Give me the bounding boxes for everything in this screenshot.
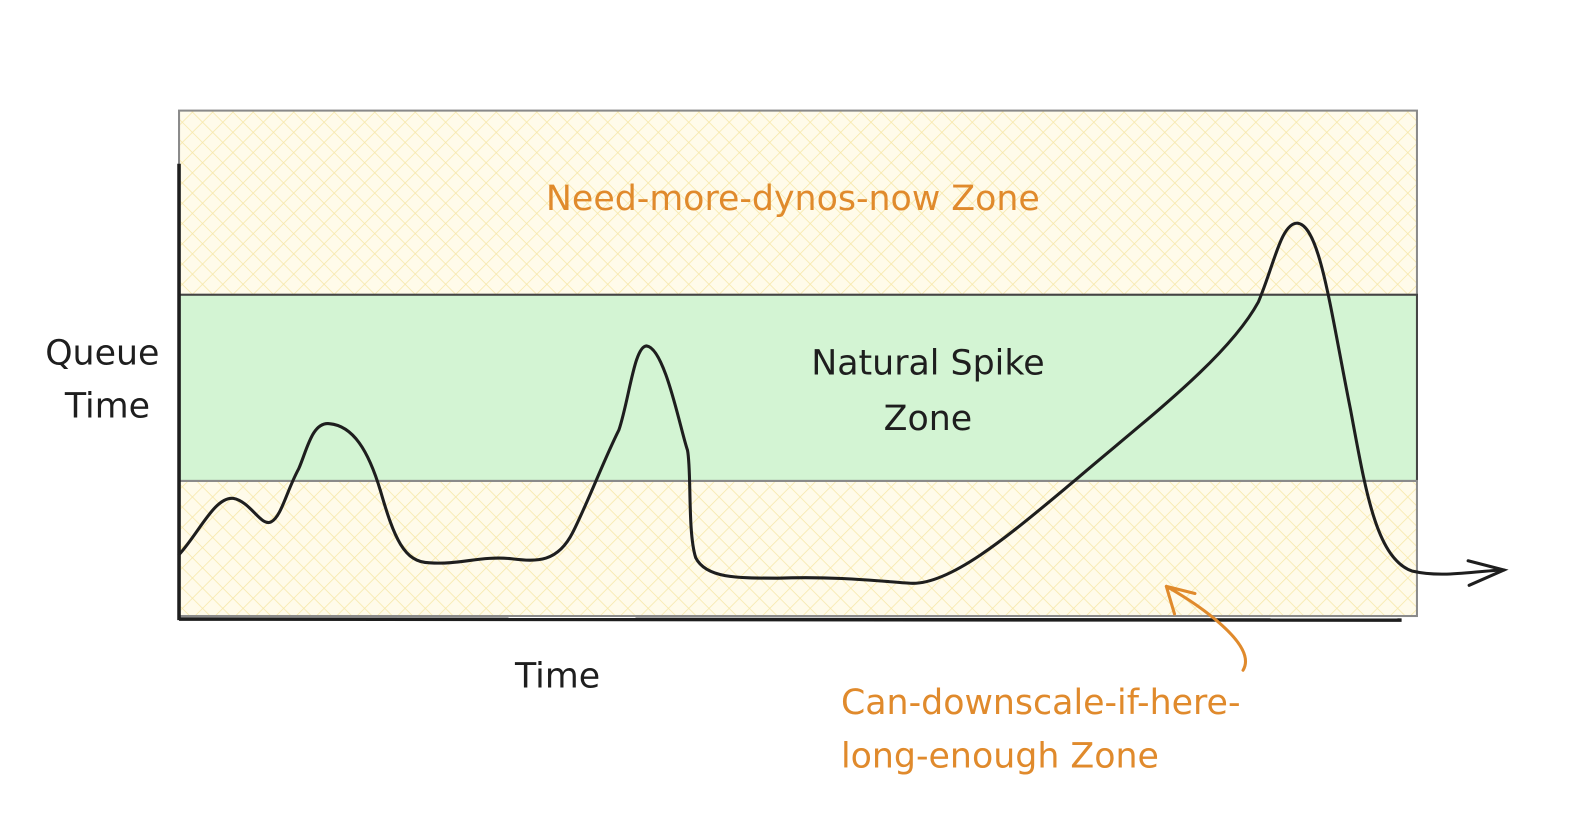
zone-label: Can-downscale-if-here-long-enough Zone <box>841 683 1241 776</box>
queue-time-curve <box>177 221 1506 585</box>
x-axis <box>179 617 1402 622</box>
zone-label-line: Need-more-dynos-now Zone <box>546 179 1040 219</box>
zone-label: Need-more-dynos-now Zone <box>546 179 1040 219</box>
zone-label-line: Natural Spike <box>811 344 1044 384</box>
y-axis-label: Queue Time <box>45 333 159 426</box>
zone-label-line: long-enough Zone <box>841 736 1159 776</box>
curve-arrowhead <box>1466 559 1509 587</box>
zone-label: Natural Spike Zone <box>811 344 1044 439</box>
y-axis-label-line: Time <box>64 387 150 427</box>
annotation-arrow <box>1164 584 1247 672</box>
zone-label-line: Can-downscale-if-here- <box>841 683 1241 723</box>
bottom-zone <box>178 479 1418 618</box>
y-axis-label-line: Queue <box>45 333 159 373</box>
middle-zone <box>178 293 1418 482</box>
top-zone <box>178 109 1418 296</box>
x-axis-label: Time <box>514 657 600 697</box>
zone-label-line: Zone <box>884 399 973 439</box>
